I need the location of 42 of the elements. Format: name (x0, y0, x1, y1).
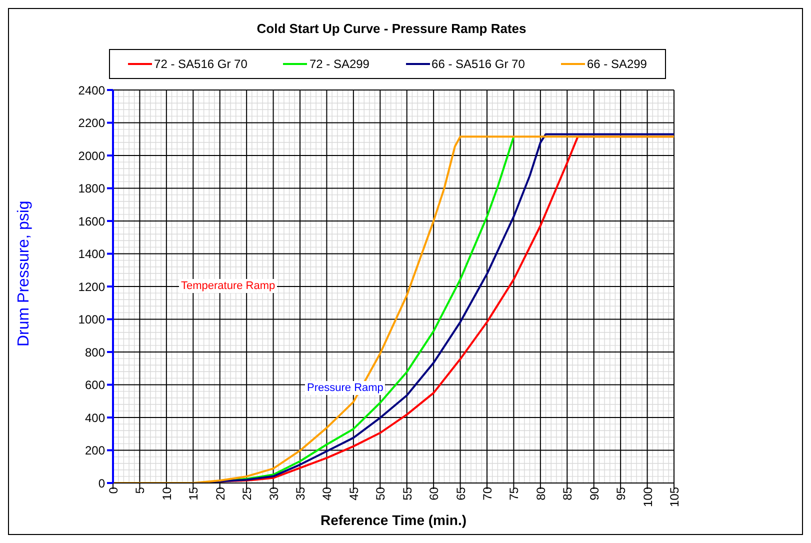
y-tick-label: 2200 (78, 116, 106, 130)
annotation: Pressure Ramp (305, 381, 386, 395)
x-tick-label: 55 (400, 486, 414, 500)
x-tick-label: 45 (346, 486, 361, 500)
x-tick-label: 90 (587, 486, 602, 500)
y-tick-label: 1800 (78, 182, 106, 196)
x-tick-label: 105 (668, 486, 682, 508)
x-tick-label: 30 (266, 486, 281, 500)
x-tick-label: 85 (560, 486, 575, 500)
y-tick-label: 400 (84, 410, 106, 425)
x-tick-label: 20 (213, 486, 228, 500)
x-tick-label: 50 (374, 486, 388, 500)
x-tick-label: 15 (186, 486, 201, 500)
legend-label: 72 - SA299 (308, 57, 370, 71)
x-tick-label: 80 (534, 486, 548, 500)
legend-label: 66 - SA299 (586, 57, 647, 71)
y-tick-label: 2000 (78, 148, 106, 163)
x-tick-label: 65 (454, 486, 468, 500)
x-tick-label: 95 (614, 486, 628, 500)
y-tick-label: 600 (84, 378, 106, 392)
y-tick-label: 200 (84, 444, 106, 458)
y-tick-label: 2400 (78, 83, 106, 98)
y-tick-label: 800 (84, 345, 106, 360)
x-axis-title: Reference Time (min.) (320, 512, 467, 528)
y-tick-label: 1200 (78, 280, 106, 294)
x-tick-label: 75 (507, 486, 522, 500)
y-tick-label: 1400 (78, 247, 106, 262)
x-tick-label: 5 (133, 486, 148, 494)
x-tick-label: 25 (240, 486, 254, 500)
x-tick-label: 40 (320, 486, 334, 500)
chart-title: Cold Start Up Curve - Pressure Ramp Rates (256, 21, 528, 36)
legend-label: 66 - SA516 Gr 70 (430, 57, 525, 71)
y-tick-label: 1000 (78, 312, 106, 327)
annotation: Temperature Ramp (179, 279, 278, 293)
x-tick-label: 60 (427, 486, 442, 500)
legend-label: 72 - SA516 Gr 70 (153, 57, 248, 71)
x-tick-label: 100 (640, 486, 655, 508)
x-tick-label: 70 (480, 486, 495, 500)
x-tick-label: 35 (294, 486, 308, 500)
y-tick-label: 1600 (78, 214, 106, 228)
x-tick-label: 10 (160, 486, 174, 500)
y-axis-title: Drum Pressure, psig (16, 200, 33, 346)
